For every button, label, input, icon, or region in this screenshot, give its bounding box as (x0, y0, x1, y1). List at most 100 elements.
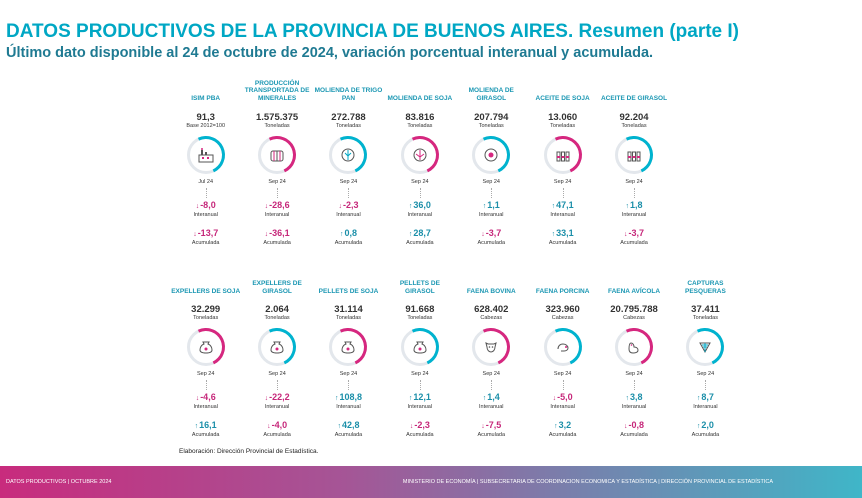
interanual-label: Interanual (264, 212, 290, 218)
interanual-label: Interanual (407, 212, 433, 218)
interanual-label: Interanual (336, 404, 361, 410)
pig-icon (543, 328, 582, 366)
acumulada-label: Acumulada (334, 431, 363, 438)
acumulada-label: Acumulada (406, 431, 434, 438)
interanual-label: Interanual (479, 212, 504, 218)
acumulada-variation: ↓-4,0 (267, 419, 288, 430)
indicator-period: Sep 24 (411, 179, 429, 185)
arrow-up-icon: ↑ (554, 422, 558, 430)
indicators-row-1: ISIM PBA 91,3 Base 2012=100 Jul 24 ↓-8,0 Inte… (170, 78, 670, 246)
indicator-card: MOLIENDA DE SOJA 83.816 Toneladas Sep 24 ↑36… (384, 78, 455, 246)
interanual-label: Interanual (693, 404, 718, 410)
interanual-variation: ↑8,7 (696, 392, 714, 402)
sack-icon (329, 328, 368, 366)
acumulada-label: Acumulada (620, 431, 648, 438)
arrow-up-icon: ↑ (337, 422, 341, 430)
indicator-period: Sep 24 (339, 179, 358, 185)
indicator-value: 13.060 (548, 112, 578, 123)
interanual-variation: ↓-8,0 (195, 200, 216, 210)
indicator-value: 92.204 (619, 112, 649, 123)
acumulada-variation: ↑33,1 (551, 227, 574, 238)
acumulada-variation: ↑42,8 (337, 419, 360, 430)
indicator-period: Sep 24 (625, 179, 643, 185)
wheat-icon (329, 136, 368, 174)
indicator-card: MOLIENDA DE TRIGO PAN 272.788 Toneladas Sep… (313, 78, 384, 246)
indicator-value: 20.795.788 (610, 304, 658, 315)
page-subtitle: Último dato disponible al 24 de octubre … (6, 45, 654, 61)
acumulada-label: Acumulada (406, 239, 434, 246)
cow-icon (472, 328, 511, 366)
indicator-period: Sep 24 (196, 371, 215, 377)
indicator-unit: Toneladas (335, 315, 362, 321)
indicator-period: Sep 24 (553, 371, 572, 377)
arrow-up-icon: ↑ (696, 395, 701, 402)
acumulada-label: Acumulada (691, 431, 720, 438)
indicator-unit: Toneladas (478, 123, 504, 129)
indicator-period: Sep 24 (411, 371, 429, 377)
arrow-up-icon: ↑ (482, 203, 487, 210)
indicator-label: PELLETS DE GIRASOL (399, 280, 440, 295)
arrow-up-icon: ↑ (625, 203, 630, 210)
arrow-down-icon: ↓ (409, 422, 414, 430)
indicator-card: PELLETS DE GIRASOL 91.668 Toneladas Sep 24 ↑… (384, 273, 455, 438)
interanual-label: Interanual (193, 212, 218, 218)
interanual-variation: ↑47,1 (551, 200, 574, 210)
indicator-unit: Toneladas (692, 315, 718, 321)
acumulada-variation: ↓-3,7 (624, 227, 645, 238)
arrow-down-icon: ↓ (264, 395, 269, 402)
interanual-variation: ↑1,8 (625, 200, 643, 210)
arrow-up-icon: ↑ (625, 395, 630, 402)
interanual-label: Interanual (550, 212, 575, 218)
indicator-value: 91.668 (405, 304, 435, 315)
indicator-unit: Base 2012=100 (186, 123, 226, 129)
arrow-down-icon: ↓ (264, 203, 269, 210)
indicator-label: PRODUCCIÓN TRANSPORTADA DE MINERALES (244, 80, 310, 102)
interanual-label: Interanual (407, 404, 433, 410)
arrow-up-icon: ↑ (339, 230, 344, 238)
chicken-icon (615, 328, 654, 366)
arrow-down-icon: ↓ (264, 230, 269, 238)
indicator-period: Sep 24 (268, 371, 286, 377)
indicator-value: 83.816 (405, 112, 435, 123)
arrow-down-icon: ↓ (481, 230, 485, 238)
indicator-label: MOLIENDA DE TRIGO PAN (314, 87, 383, 102)
indicator-card: FAENA AVÍCOLA 20.795.788 Cabezas Sep 24 ↑3,8… (598, 273, 669, 438)
indicator-label: EXPELLERS DE SOJA (171, 287, 241, 295)
interanual-variation: ↑108,8 (334, 392, 362, 402)
acumulada-variation: ↑3,2 (554, 419, 572, 430)
indicator-card: ISIM PBA 91,3 Base 2012=100 Jul 24 ↓-8,0 Inte… (170, 78, 241, 246)
indicator-value: 272.788 (331, 112, 366, 123)
oil-bottles-icon (543, 136, 582, 174)
interanual-variation: ↓-28,6 (264, 200, 290, 210)
footer-left-text: DATOS PRODUCTIVOS | OCTUBRE 2024 (6, 479, 112, 485)
silo-icon (258, 136, 297, 174)
indicator-value: 37.411 (691, 304, 720, 315)
arrow-up-icon: ↑ (551, 230, 556, 238)
indicator-label: ACEITE DE SOJA (535, 94, 590, 102)
indicator-value: 91,3 (196, 112, 215, 123)
acumulada-variation: ↓-3,7 (481, 227, 502, 238)
acumulada-label: Acumulada (620, 239, 648, 246)
soy-icon (400, 136, 439, 174)
interanual-label: Interanual (264, 404, 290, 410)
acumulada-label: Acumulada (263, 431, 291, 438)
arrow-down-icon: ↓ (195, 203, 200, 210)
interanual-variation: ↑36,0 (408, 200, 431, 210)
indicator-period: Sep 24 (553, 179, 572, 185)
indicator-unit: Toneladas (407, 123, 433, 129)
arrow-down-icon: ↓ (481, 422, 485, 430)
indicator-card: FAENA BOVINA 628.402 Cabezas Sep 24 ↑1,4 Inte… (456, 273, 527, 438)
indicator-card: EXPELLERS DE SOJA 32.299 Toneladas Sep 24 ↓-… (170, 273, 241, 438)
interanual-variation: ↓-4,6 (195, 392, 216, 402)
indicator-label: MOLIENDA DE SOJA (387, 94, 453, 102)
indicator-unit: Toneladas (264, 315, 290, 321)
interanual-label: Interanual (550, 404, 575, 410)
arrow-up-icon: ↑ (408, 230, 413, 238)
indicator-card: FAENA PORCINA 323.960 Cabezas Sep 24 ↓-5,0 In… (527, 273, 598, 438)
interanual-label: Interanual (336, 212, 361, 218)
acumulada-variation: ↑0,8 (339, 227, 357, 238)
indicator-unit: Toneladas (335, 123, 362, 129)
indicator-unit: Cabezas (480, 315, 503, 321)
sack-icon (400, 328, 439, 366)
interanual-label: Interanual (621, 212, 647, 218)
